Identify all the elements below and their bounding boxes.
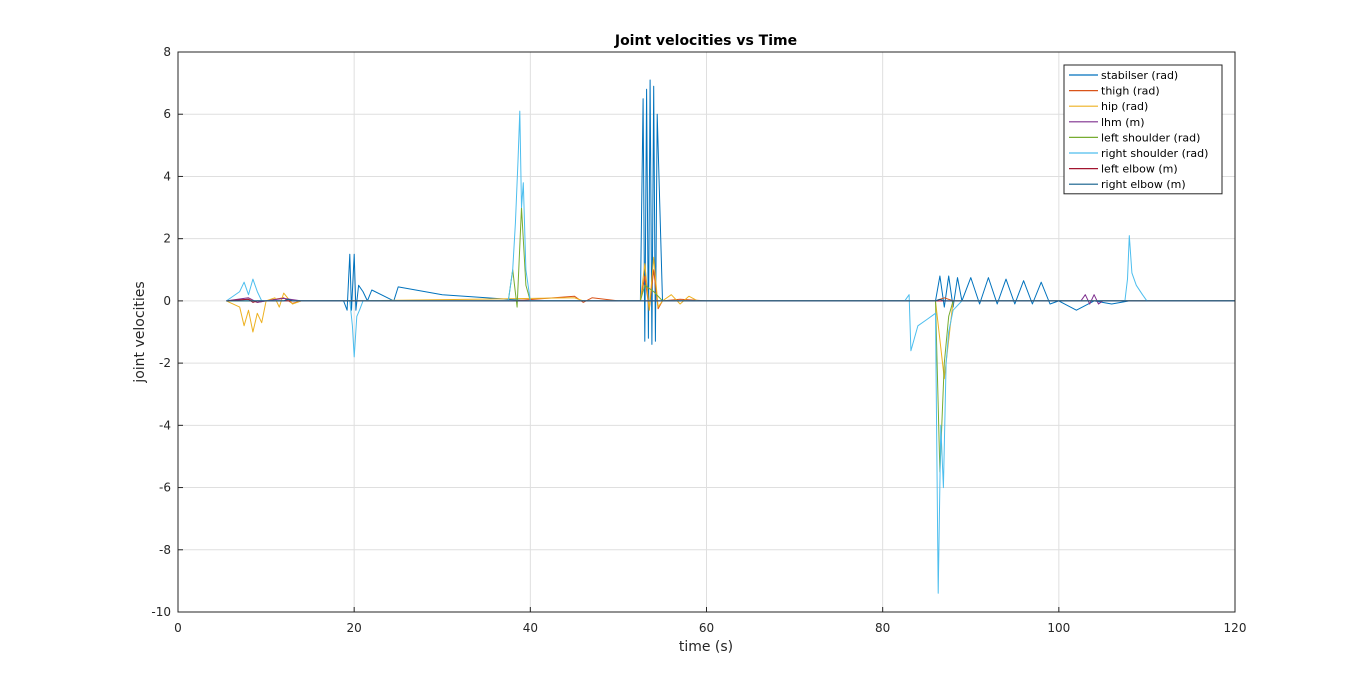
legend-entry: lhm (m) bbox=[1101, 116, 1145, 129]
y-axis-ticks: -10 -8 -6 -4 -2 0 2 4 6 8 bbox=[151, 45, 183, 619]
legend-entry: left shoulder (rad) bbox=[1101, 131, 1200, 144]
x-tick-label: 100 bbox=[1047, 621, 1070, 635]
y-tick-label: -10 bbox=[151, 605, 171, 619]
y-tick-label: 6 bbox=[163, 107, 171, 121]
x-tick-label: 80 bbox=[875, 621, 890, 635]
legend-entry: right shoulder (rad) bbox=[1101, 147, 1208, 160]
series-line-7 bbox=[226, 298, 1235, 302]
x-tick-label: 0 bbox=[174, 621, 182, 635]
legend-box bbox=[1063, 64, 1223, 195]
x-axis-ticks: 0 20 40 60 80 100 120 bbox=[174, 607, 1246, 635]
y-tick-label: 4 bbox=[163, 169, 171, 183]
chart-title: Joint velocities vs Time bbox=[614, 33, 797, 49]
y-tick-label: 2 bbox=[163, 232, 171, 246]
x-axis-label: time (s) bbox=[679, 639, 733, 655]
y-tick-label: -6 bbox=[159, 481, 171, 495]
y-tick-label: -8 bbox=[159, 543, 171, 557]
legend-entry: thigh (rad) bbox=[1101, 85, 1160, 98]
y-tick-label: 8 bbox=[163, 45, 171, 59]
series-layer bbox=[226, 79, 1235, 594]
x-tick-label: 40 bbox=[523, 621, 538, 635]
x-tick-label: 60 bbox=[699, 621, 714, 635]
legend-entry: right elbow (m) bbox=[1101, 178, 1186, 191]
x-tick-label: 120 bbox=[1224, 621, 1247, 635]
y-tick-label: 0 bbox=[163, 294, 171, 308]
y-axis-label: joint velocities bbox=[132, 281, 148, 383]
legend: stabilser (rad) thigh (rad) hip (rad) lhm (… bbox=[1063, 64, 1223, 195]
x-tick-label: 20 bbox=[347, 621, 362, 635]
y-tick-label: -4 bbox=[159, 418, 171, 432]
legend-entry: stabilser (rad) bbox=[1101, 69, 1178, 82]
legend-entry: hip (rad) bbox=[1101, 100, 1148, 113]
legend-entry: left elbow (m) bbox=[1101, 163, 1178, 176]
y-tick-label: -2 bbox=[159, 356, 171, 370]
